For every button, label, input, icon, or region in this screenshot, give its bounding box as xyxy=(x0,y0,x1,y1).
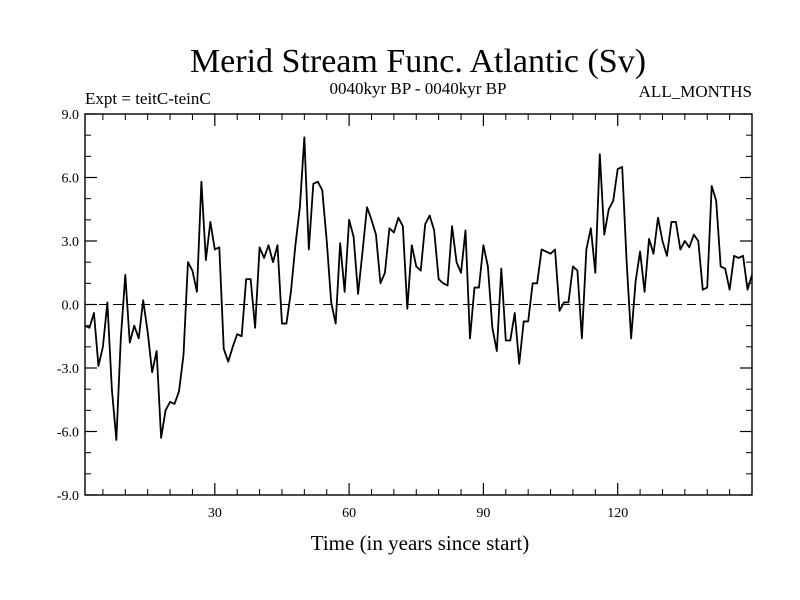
x-tick-label: 60 xyxy=(342,506,356,521)
series-line xyxy=(84,136,753,441)
y-tick-label: 0.0 xyxy=(62,299,80,314)
y-tick-label: 3.0 xyxy=(62,235,80,250)
x-tick-label: 120 xyxy=(607,506,628,521)
y-tick-label: -6.0 xyxy=(57,426,79,441)
chart-title: Merid Stream Func. Atlantic (Sv) xyxy=(190,43,646,80)
chart-subtitle-center: 0040kyr BP - 0040kyr BP xyxy=(330,79,507,98)
x-axis-label: Time (in years since start) xyxy=(311,531,530,555)
x-tick-label: 90 xyxy=(476,506,490,521)
y-tick-label: 6.0 xyxy=(62,172,80,187)
plot-frame xyxy=(84,113,753,496)
x-tick-labels: 30 60 90 120 xyxy=(208,506,628,521)
chart-subtitle-right: ALL_MONTHS xyxy=(639,82,752,101)
y-tick-label: -9.0 xyxy=(57,489,79,504)
x-tick-label: 30 xyxy=(208,506,222,521)
y-tick-labels: 9.0 6.0 3.0 0.0 -3.0 -6.0 -9.0 xyxy=(57,108,79,504)
y-tick-label: 9.0 xyxy=(62,108,80,123)
chart-subtitle-left: Expt = teitC-teinC xyxy=(85,89,211,108)
y-tick-label: -3.0 xyxy=(57,362,79,377)
